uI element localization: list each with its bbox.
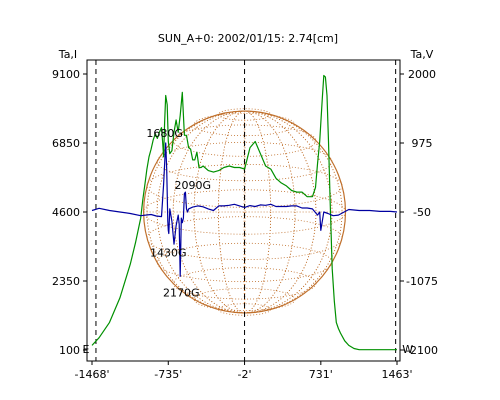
left-tick-label: 4600 — [52, 206, 80, 219]
annotation-label: 1430G — [150, 246, 187, 259]
left-tick-label: 9100 — [52, 68, 80, 81]
right-axis-label: Ta,V — [410, 48, 434, 61]
right-tick-label: 2000 — [408, 68, 436, 81]
left-axis-label: Ta,I — [58, 48, 77, 61]
left-axis: 9100 6850 4600 2350 100 — [52, 68, 87, 357]
annotation-label: 1680G — [146, 127, 183, 140]
series-line-2 — [91, 142, 398, 277]
series-group — [91, 74, 398, 351]
longitude-line — [243, 110, 246, 314]
left-tick-label: 2350 — [52, 275, 80, 288]
right-tick-label: 975 — [412, 137, 433, 150]
latitude-line — [193, 113, 296, 137]
chart-title: SUN_A+0: 2002/01/15: 2.74[cm] — [158, 32, 338, 45]
x-tick-label: -735' — [154, 368, 182, 381]
annotations: 1680G 2090G 1430G 2170G — [146, 127, 211, 299]
latitude-line — [172, 267, 317, 300]
left-tick-label: 100 — [59, 344, 80, 357]
x-tick-label: -1468' — [75, 368, 110, 381]
x-tick-label: -2' — [238, 368, 252, 381]
limb-label-w: W — [402, 343, 413, 356]
latitude-line — [193, 287, 296, 311]
series-line-1 — [91, 74, 397, 351]
x-axis: -1468' -735' -2' 731' 1463' — [75, 361, 413, 381]
left-tick-label: 6850 — [52, 137, 80, 150]
latitude-line — [146, 164, 343, 208]
annotation-label: 2090G — [174, 179, 211, 192]
right-tick-label: -50 — [413, 206, 431, 219]
x-tick-label: 731' — [309, 368, 333, 381]
annotation-label: 2170G — [163, 286, 200, 299]
latitude-line — [156, 141, 333, 182]
longitude-line — [172, 110, 317, 314]
x-tick-label: 1463' — [381, 368, 412, 381]
right-axis: 2000 975 -50 -1075 -2100 — [400, 68, 438, 357]
right-tick-label: -2100 — [406, 344, 438, 357]
right-tick-label: -1075 — [406, 275, 438, 288]
plot-frame — [86, 59, 401, 362]
